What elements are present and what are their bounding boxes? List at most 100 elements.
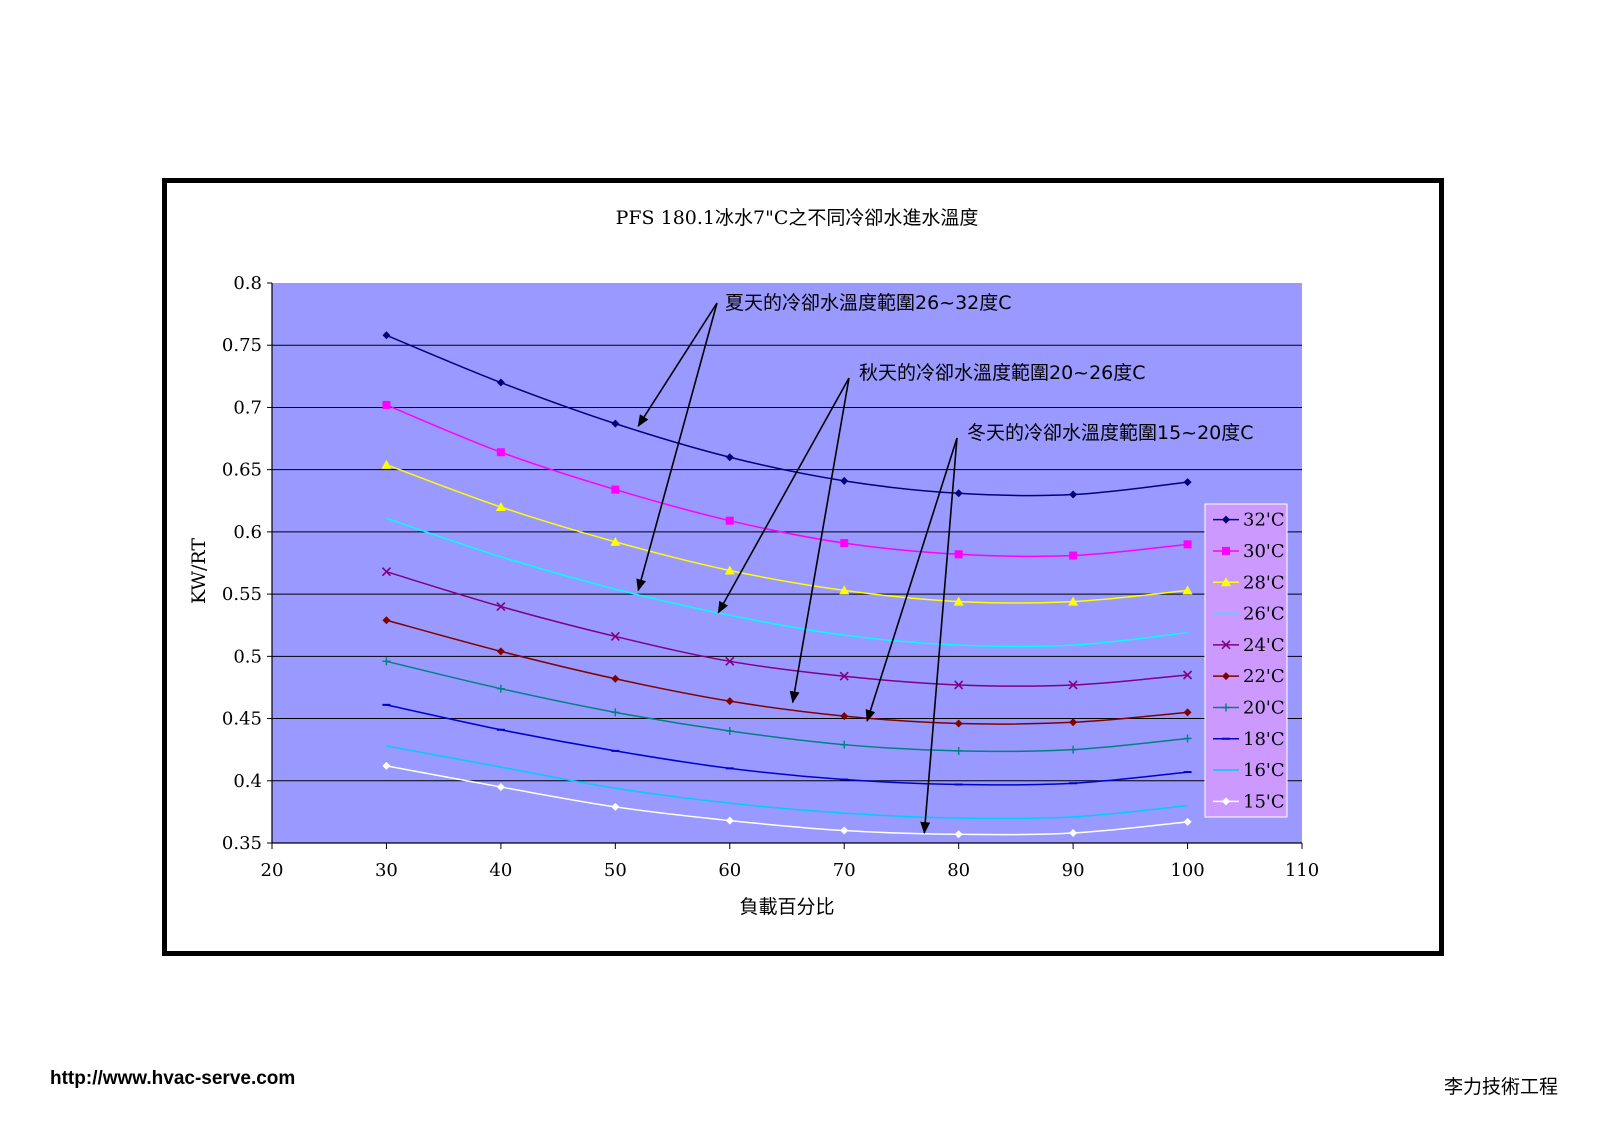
y-tick-label: 0.6	[233, 522, 262, 543]
data-point-2	[724, 565, 735, 575]
data-point-0	[1069, 490, 1078, 499]
legend-marker-0	[1222, 515, 1230, 524]
plot-area	[272, 283, 1302, 843]
x-tick-label: 20	[261, 860, 284, 881]
data-point-1	[1069, 551, 1078, 560]
series-line-6	[386, 660, 1188, 753]
legend-label: 32'C	[1243, 510, 1285, 531]
data-point-9	[954, 830, 963, 839]
legend-marker-1	[1222, 546, 1230, 555]
data-point-1	[840, 539, 849, 548]
y-tick-label: 0.7	[233, 397, 262, 418]
data-point-4	[954, 680, 964, 690]
chart-title: PFS 180.1冰水7"C之不同冷卻水進水溫度	[616, 207, 979, 229]
data-point-9	[611, 802, 620, 811]
data-point-2	[610, 536, 621, 546]
data-point-9	[840, 826, 849, 835]
data-point-4	[496, 601, 506, 612]
data-point-9	[382, 761, 391, 770]
data-point-1	[382, 400, 391, 409]
y-tick-label: 0.65	[222, 460, 262, 481]
data-point-1	[611, 485, 620, 494]
data-point-5	[611, 674, 620, 683]
legend-label: 24'C	[1243, 635, 1285, 656]
footer-company: 李力技術工程	[1443, 1076, 1558, 1098]
legend-label: 22'C	[1243, 666, 1285, 687]
line-chart: PFS 180.1冰水7"C之不同冷卻水進水溫度 負載百分比 KW/RT 0.3…	[188, 207, 1319, 918]
y-axis-label: KW/RT	[188, 538, 210, 604]
y-tick-label: 0.5	[233, 646, 262, 667]
data-point-0	[954, 489, 963, 498]
x-tick-label: 110	[1285, 860, 1319, 881]
legend-label: 16'C	[1243, 760, 1285, 781]
data-point-1	[725, 516, 734, 525]
data-point-2	[1068, 596, 1079, 606]
data-point-0	[840, 476, 849, 485]
x-tick-label: 60	[718, 860, 741, 881]
series-line-9	[386, 765, 1188, 836]
data-point-9	[1069, 829, 1078, 838]
data-point-5	[382, 616, 391, 625]
series-line-4	[386, 570, 1188, 687]
data-point-6	[725, 727, 734, 735]
y-tick-label: 0.35	[222, 833, 262, 854]
data-point-5	[725, 697, 734, 706]
data-point-6	[1069, 745, 1078, 754]
legend-marker-5	[1222, 672, 1230, 681]
legend-label: 15'C	[1243, 791, 1285, 812]
legend-label: 30'C	[1243, 541, 1285, 562]
series-line-3	[386, 517, 1188, 648]
annotation-text: 秋天的冷卻水溫度範圍20~26度C	[859, 362, 1146, 384]
data-point-0	[496, 378, 505, 387]
legend-label: 28'C	[1243, 572, 1285, 593]
data-point-9	[1183, 817, 1192, 826]
data-point-6	[496, 684, 505, 693]
legend-marker-2	[1221, 577, 1231, 587]
data-point-0	[611, 419, 620, 428]
annotation-arrow	[637, 302, 718, 427]
data-point-2	[495, 502, 506, 511]
data-point-4	[610, 631, 620, 641]
y-tick-label: 0.8	[233, 273, 262, 294]
x-axis-label: 負載百分比	[739, 896, 834, 918]
series-line-5	[386, 619, 1188, 725]
data-point-2	[1182, 585, 1193, 595]
data-point-6	[840, 740, 849, 749]
x-tick-label: 90	[1062, 860, 1085, 881]
data-point-5	[1069, 718, 1078, 727]
x-tick-label: 40	[489, 860, 512, 881]
data-point-4	[1182, 670, 1193, 680]
y-tick-label: 0.75	[222, 335, 262, 356]
x-tick-label: 80	[947, 860, 970, 881]
data-point-4	[1068, 680, 1078, 690]
data-point-5	[840, 712, 849, 721]
data-point-6	[611, 708, 620, 717]
data-point-0	[1183, 478, 1192, 487]
annotation-text: 冬天的冷卻水溫度範圍15~20度C	[967, 422, 1254, 444]
data-point-9	[496, 783, 505, 791]
series-line-0	[386, 334, 1188, 497]
legend-marker-9	[1222, 797, 1230, 806]
data-point-2	[381, 459, 392, 469]
data-point-9	[725, 816, 734, 825]
legend-marker-6	[1222, 703, 1230, 712]
x-tick-label: 70	[833, 860, 856, 881]
data-point-2	[839, 585, 850, 595]
legend-label: 26'C	[1243, 604, 1285, 625]
y-tick-label: 0.45	[222, 709, 262, 730]
data-point-4	[839, 671, 849, 681]
series-line-7	[386, 704, 1188, 786]
legend-label: 20'C	[1243, 697, 1285, 718]
data-point-6	[382, 657, 391, 666]
annotation-arrow	[789, 377, 850, 704]
data-point-2	[953, 596, 964, 606]
series-line-2	[386, 463, 1188, 604]
data-point-0	[725, 453, 734, 462]
data-point-5	[1183, 708, 1192, 717]
data-point-5	[496, 647, 505, 656]
y-tick-label: 0.55	[222, 584, 262, 605]
annotation-arrow	[920, 437, 958, 835]
x-tick-label: 30	[375, 860, 398, 881]
data-point-1	[1183, 540, 1192, 549]
data-point-0	[382, 331, 391, 340]
